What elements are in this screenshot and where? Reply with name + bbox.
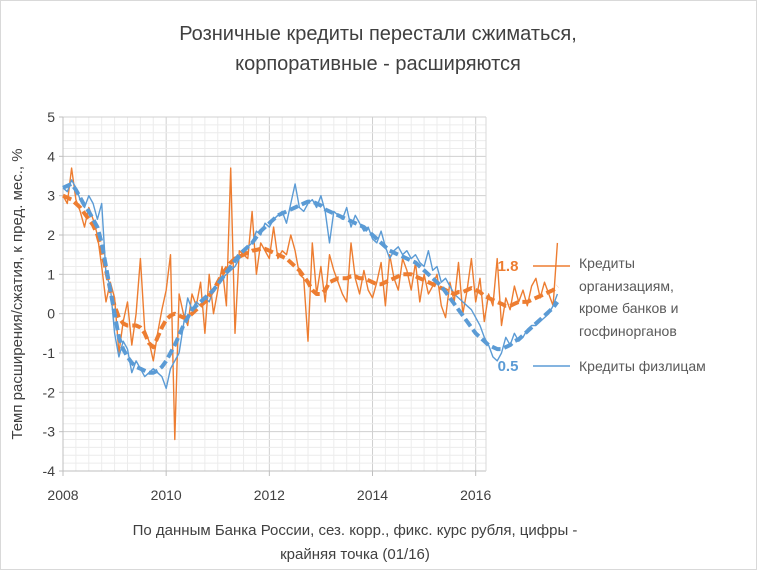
x-tick-label: 2016 <box>460 487 491 503</box>
y-tick-labels: -4 -3 -2 -1 0 1 2 3 4 5 <box>43 109 56 479</box>
gridlines <box>62 116 486 472</box>
y-tick-label: 4 <box>47 148 55 164</box>
series-lines <box>62 167 560 441</box>
chart-title-line-2: корпоративные - расширяются <box>235 53 521 75</box>
source-note-line-1: По данным Банка России, сез. корр., фикс… <box>133 522 578 539</box>
x-tick-label: 2014 <box>357 487 388 503</box>
series-line-corporate-trend <box>62 193 559 350</box>
legend-corporate-line-4: госфинорганов <box>579 323 677 339</box>
y-tick-label: 2 <box>47 227 55 243</box>
x-tick-label: 2012 <box>254 487 285 503</box>
axes <box>59 116 487 476</box>
series-line-retail-monthly <box>62 179 559 390</box>
y-tick-label: -1 <box>43 345 56 361</box>
x-tick-labels: 2008 2010 2012 2014 2016 <box>47 487 491 503</box>
series-line-retail-trend <box>62 181 560 375</box>
y-tick-label: 3 <box>47 188 55 204</box>
end-value-label-corporate: 1.8 <box>498 258 519 275</box>
legend-corporate-line-1: Кредиты <box>579 255 635 271</box>
x-tick-label: 2008 <box>47 487 78 503</box>
source-note-line-2: крайняя точка (01/16) <box>280 546 430 563</box>
legend: 1.8 Кредиты организациям, кроме банков и… <box>498 255 706 375</box>
legend-corporate-line-3: кроме банков и <box>579 300 678 316</box>
chart-title-line-1: Розничные кредиты перестали сжиматься, <box>179 23 577 45</box>
y-tick-label: 5 <box>47 109 55 125</box>
legend-corporate-line-2: организациям, <box>579 278 674 294</box>
y-tick-label: 1 <box>47 266 55 282</box>
legend-retail-line-1: Кредиты физлицам <box>579 358 706 374</box>
end-value-label-retail: 0.5 <box>498 358 519 375</box>
y-tick-label: -2 <box>43 384 56 400</box>
series-line-corporate-monthly <box>62 167 559 441</box>
y-axis-label: Темп расширения/сжатия, к пред. мес., % <box>9 148 26 439</box>
y-tick-label: -4 <box>43 463 56 479</box>
y-tick-label: 0 <box>47 306 55 322</box>
y-tick-label: -3 <box>43 424 56 440</box>
x-tick-label: 2010 <box>151 487 182 503</box>
